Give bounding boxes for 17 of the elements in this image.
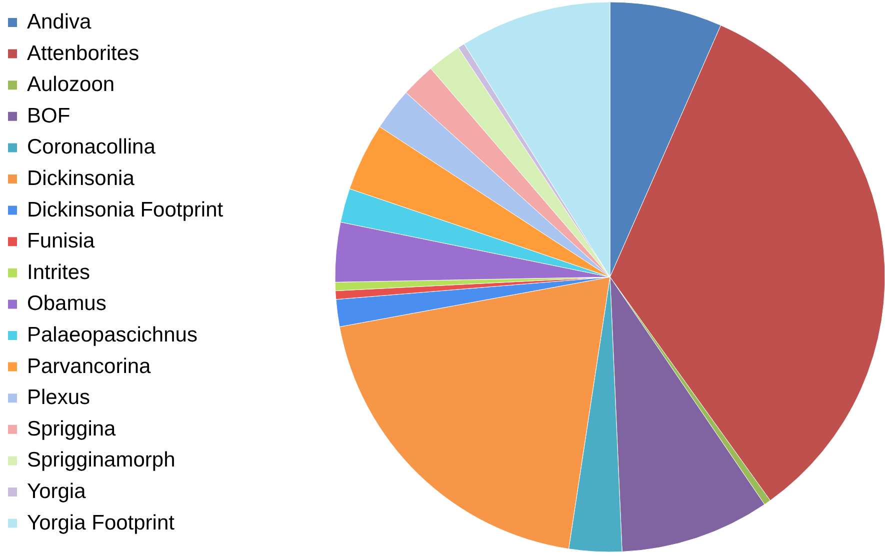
legend-label: Parvancorina [27, 354, 152, 378]
legend-label: Andiva [27, 10, 92, 34]
legend-label: Yorgia [27, 480, 86, 503]
legend-label: Intrites [27, 260, 90, 284]
legend-label: Dickinsonia Footprint [27, 198, 224, 222]
legend-label: Funisia [27, 230, 96, 253]
legend-label: Plexus [27, 386, 90, 410]
legend-label: Aulozoon [27, 73, 115, 96]
legend-label: Sprigginamorph [27, 448, 176, 472]
legend-label: Coronacollina [27, 136, 156, 159]
legend-label: Obamus [27, 292, 106, 316]
legend-label: Dickinsonia [27, 167, 135, 190]
legend-label: Palaeopascichnus [27, 324, 198, 346]
legend-label: Attenborites [27, 42, 140, 65]
legend-label: BOF [27, 104, 70, 128]
legend-label: Yorgia Footprint [27, 511, 175, 534]
legend-label: Spriggina [27, 417, 116, 440]
